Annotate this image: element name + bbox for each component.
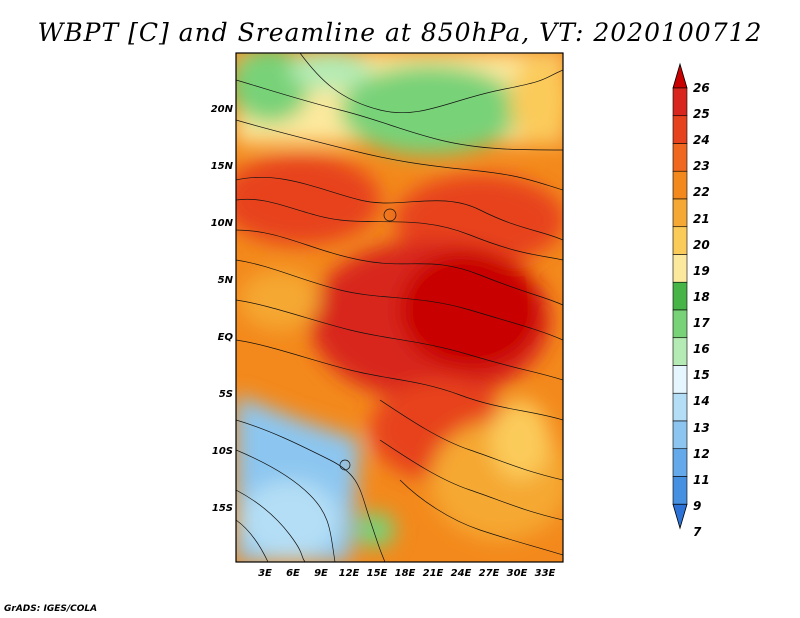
colorbar-label: 19 [693,263,710,278]
colorbar-top-arrow [672,62,688,89]
colorbar-label: 14 [693,394,710,409]
lat-label: 20N [210,104,233,115]
lon-label: 33E [534,568,556,579]
colorbar-swatch [672,143,688,172]
colorbar-label: 24 [693,133,710,148]
colorbar-swatch [672,476,688,505]
lat-label: 5S [218,389,233,400]
lon-label: 21E [422,568,444,579]
colorbar-swatch [672,337,688,366]
colorbar-label: 21 [693,211,710,226]
colorbar-label: 11 [693,472,710,487]
streamlines [236,53,563,562]
colorbar-label: 9 [693,498,702,513]
colorbar-label: 13 [693,420,710,435]
colorbar-label: 22 [693,185,710,200]
colorbar-label: 16 [693,342,710,357]
colorbar-swatch [672,87,688,117]
lon-label: 18E [394,568,416,579]
lat-label: 15S [211,503,233,514]
wbpt-field [236,53,563,562]
lat-label: EQ [217,332,233,343]
colorbar-label: 25 [693,107,710,122]
map-title: WBPT [C] and Sreamline at 850hPa, VT: 20… [37,18,763,47]
colorbar-swatch [672,115,688,144]
lon-label: 6E [286,568,300,579]
colorbar-swatch [672,309,688,339]
map-frame [235,52,564,563]
colorbar-label: 17 [693,316,710,331]
colorbar [672,62,688,530]
lon-label: 24E [450,568,472,579]
colorbar-label: 12 [693,446,710,461]
lon-label: 15E [366,568,388,579]
colorbar-swatch [672,420,688,450]
lon-label: 30E [506,568,528,579]
colorbar-swatch [672,448,688,477]
colorbar-swatch [672,254,688,283]
lat-label: 10N [210,218,233,229]
lon-label: 12E [338,568,360,579]
lon-label: 27E [478,568,500,579]
lat-label: 5N [217,275,233,286]
lon-label: 3E [258,568,272,579]
colorbar-label: 18 [693,289,710,304]
colorbar-swatch [672,170,688,200]
colorbar-label: 20 [693,237,710,252]
footer-credit: GrADS: IGES/COLA [4,604,98,614]
colorbar-swatch [672,281,688,311]
colorbar-label: 23 [693,159,710,174]
colorbar-swatch [672,198,688,228]
colorbar-bottom-arrow [672,503,688,530]
lon-label: 9E [314,568,328,579]
colorbar-label: 15 [693,368,710,383]
colorbar-label: 7 [693,525,702,539]
colorbar-label: 26 [693,81,710,95]
lat-label: 15N [210,161,233,172]
colorbar-swatch [672,226,688,255]
colorbar-swatch [672,365,688,394]
colorbar-swatch [672,392,688,422]
lat-label: 10S [211,446,233,457]
